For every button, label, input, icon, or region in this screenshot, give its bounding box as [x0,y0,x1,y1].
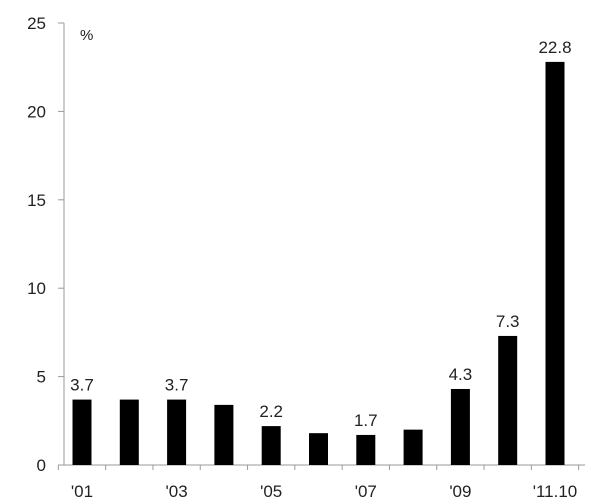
bar [403,429,423,465]
bar [450,388,470,465]
data-labels: 3.7 3.7 2.2 1.7 4.3 7.3 22.8 [70,38,571,430]
bar [545,61,565,466]
bar [72,399,92,465]
bar [309,433,328,465]
x-tick-label: '07 [355,482,377,501]
y-tick-label: 15 [27,191,46,210]
y-tick-label: 10 [27,279,46,298]
y-axis: 0 5 10 15 20 25 [27,14,65,475]
bar [498,335,518,465]
x-tick-label: '05 [260,482,282,501]
x-tick-label: '01 [71,482,93,501]
data-label: 22.8 [538,38,571,57]
data-label: 3.7 [70,376,94,395]
y-tick-label: 20 [27,102,46,121]
x-tick-label: '09 [449,482,471,501]
bars [72,61,565,466]
unit-label: % [80,27,93,44]
data-label: 2.2 [259,402,283,421]
x-tick-label: '03 [166,482,188,501]
y-tick-label: 25 [27,14,46,33]
x-axis: '01 '03 '05 '07 '09 '11.10 [57,464,585,501]
y-tick-label: 5 [37,368,46,387]
y-tick-label: 0 [37,456,46,475]
data-label: 7.3 [496,312,520,331]
data-label: 1.7 [354,411,378,430]
bar [167,399,187,465]
bar [261,426,281,465]
bar [356,434,376,465]
bar [119,399,139,465]
x-tick-label: '11.10 [533,482,578,501]
data-label: 4.3 [449,365,473,384]
data-label: 3.7 [165,376,189,395]
bar [214,404,234,465]
